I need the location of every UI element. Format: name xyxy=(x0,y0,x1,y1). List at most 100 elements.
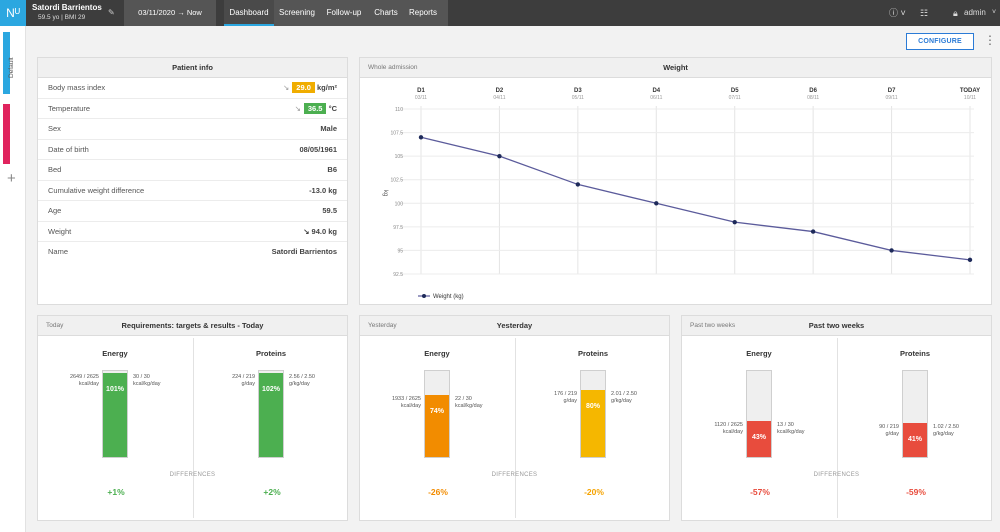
patient-summary[interactable]: Satordi Barrientos 59.5 yo | BMI 29 xyxy=(32,3,116,22)
energy-actual-value: 1120 / 2625 kcal/day xyxy=(714,421,743,435)
column-divider xyxy=(837,338,838,518)
legend-label: Weight (kg) xyxy=(433,294,464,300)
day-label: D2 xyxy=(496,88,504,94)
energy-progress-bar: 43% xyxy=(746,370,772,458)
info-row-dob: Date of birth 08/05/1961 xyxy=(38,140,347,160)
differences-label: DIFFERENCES xyxy=(491,472,538,478)
settings-sliders-icon[interactable]: ☷ xyxy=(920,8,929,18)
tab-charts[interactable]: Charts xyxy=(374,8,398,17)
weight-data-point xyxy=(967,257,973,263)
info-row-bmi: Body mass index ↘ 29.0 kg/m² xyxy=(38,78,347,99)
proteins-percent: 80% xyxy=(585,402,600,410)
day-label: D7 xyxy=(888,88,896,94)
energy-title: Energy xyxy=(424,349,450,358)
weight-data-point xyxy=(889,248,894,253)
legend-marker xyxy=(422,294,426,298)
sidebar-tab-secondary[interactable] xyxy=(3,104,10,164)
energy-per-kg-value: 13 / 30 kcal/kg/day xyxy=(777,421,805,435)
day-label: TODAY xyxy=(960,88,980,94)
energy-title: Energy xyxy=(746,349,772,358)
energy-progress-bar: 101% xyxy=(102,370,128,458)
energy-percent: 101% xyxy=(106,386,124,393)
proteins-progress-bar: 80% xyxy=(580,370,606,458)
add-tab-icon[interactable]: + xyxy=(7,170,16,187)
info-row-age: Age 59.5 xyxy=(38,201,347,222)
requirements-panel-today: Today Requirements: targets & results - T… xyxy=(37,315,348,521)
proteins-progress-bar: 102% xyxy=(258,370,284,458)
weight-data-point xyxy=(810,229,816,234)
proteins-title: Proteins xyxy=(577,349,608,358)
day-date: 10/11 xyxy=(964,95,976,101)
energy-actual-value: 1933 / 2625 kcal/day xyxy=(391,395,421,409)
energy-progress-fill xyxy=(425,394,449,457)
info-row-weight: Weight ↘ 94.0 kg xyxy=(38,222,347,242)
energy-difference: -26% xyxy=(428,487,448,497)
top-bar: Nᵁ Satordi Barrientos 59.5 yo | BMI 29 ✎… xyxy=(0,0,1000,26)
chevron-down-icon[interactable]: ˅ xyxy=(992,9,997,16)
info-row-bed: Bed B6 xyxy=(38,160,347,181)
weight-scope-label: Whole admission xyxy=(368,64,418,71)
patient-meta: 59.5 yo | BMI 29 xyxy=(38,14,86,21)
weight-data-point xyxy=(575,182,581,187)
date-range[interactable]: 03/11/2020 → Now xyxy=(124,0,216,26)
proteins-progress-bar: 41% xyxy=(902,370,928,458)
energy-per-kg-value: 22 / 30 kcal/kg/day xyxy=(455,395,483,409)
more-options-icon[interactable]: ⋮ xyxy=(984,33,996,47)
day-label: D4 xyxy=(652,88,660,94)
patient-info-panel: Patient info Body mass index ↘ 29.0 kg/m²… xyxy=(37,57,348,305)
energy-percent: 43% xyxy=(751,433,766,441)
proteins-actual-value: 90 / 219 g/day xyxy=(879,423,899,437)
day-date: 07/11 xyxy=(729,95,741,101)
requirements-panel-yesterday: Yesterday Yesterday Energy 74% 1933 / 262… xyxy=(359,315,670,521)
y-tick-label: 100 xyxy=(395,201,404,207)
requirements-panel-two-weeks: Past two weeks Past two weeks Energy 43% … xyxy=(681,315,992,521)
energy-difference: +1% xyxy=(107,487,125,497)
proteins-difference: -20% xyxy=(584,487,604,497)
configure-button[interactable]: CONFIGURE xyxy=(906,33,974,50)
y-tick-label: 95 xyxy=(397,248,403,254)
info-row-temperature: Temperature ↘ 36.5 °C xyxy=(38,99,347,119)
proteins-progress-fill xyxy=(581,389,605,457)
energy-percent: 74% xyxy=(429,407,444,415)
energy-progress-fill xyxy=(103,373,127,457)
day-label: D5 xyxy=(731,88,739,94)
day-date: 09/11 xyxy=(885,95,897,101)
day-label: D3 xyxy=(574,88,582,94)
patient-name: Satordi Barrientos xyxy=(32,3,102,12)
period-label: Past two weeks xyxy=(690,322,736,329)
edit-pencil-icon[interactable]: ✎ xyxy=(108,8,115,17)
y-tick-label: 102.5 xyxy=(390,178,403,184)
column-divider xyxy=(515,338,516,518)
energy-actual-value: 2649 / 2625 kcal/day xyxy=(69,374,99,387)
period-label: Yesterday xyxy=(368,322,397,329)
proteins-difference: +2% xyxy=(263,487,281,497)
proteins-actual-value: 176 / 219 g/day xyxy=(554,390,577,404)
y-tick-label: 110 xyxy=(395,107,403,113)
app-logo[interactable]: Nᵁ xyxy=(0,0,26,26)
sidebar-tab-default[interactable] xyxy=(3,32,10,94)
tab-dashboard[interactable]: Dashboard xyxy=(224,0,274,26)
proteins-actual-value: 224 / 219 g/day xyxy=(232,374,255,387)
tab-screening[interactable]: Screening xyxy=(278,8,316,17)
trend-down-icon: ↘ xyxy=(282,83,290,92)
info-icon[interactable]: ⓘ ˅ xyxy=(889,8,906,18)
panel-title: Yesterday xyxy=(496,321,533,330)
tab-follow-up[interactable]: Follow-up xyxy=(326,8,362,17)
proteins-title: Proteins xyxy=(899,349,930,358)
user-menu[interactable]: admin xyxy=(964,8,986,17)
weight-series-line xyxy=(420,136,971,261)
panel-title: Weight xyxy=(663,63,688,72)
proteins-progress-fill xyxy=(903,422,927,457)
energy-title: Energy xyxy=(102,349,128,358)
lock-icon: 🔒︎ xyxy=(953,8,958,18)
y-tick-label: 107.5 xyxy=(390,131,403,137)
panel-title: Requirements: targets & results - Today xyxy=(121,321,264,330)
day-date: 03/11 xyxy=(415,95,427,101)
trend-down-icon: ↘ xyxy=(294,103,301,113)
tab-reports[interactable]: Reports xyxy=(408,8,437,17)
main-nav: Dashboard Screening Follow-up Charts Rep… xyxy=(224,0,448,26)
energy-per-kg-value: 30 / 30 kcal/kg/day xyxy=(133,374,161,387)
day-date: 06/11 xyxy=(650,95,662,101)
weight-panel: Whole admission Weight D1 03/11 D2 04/11 D3 05… xyxy=(359,57,992,305)
